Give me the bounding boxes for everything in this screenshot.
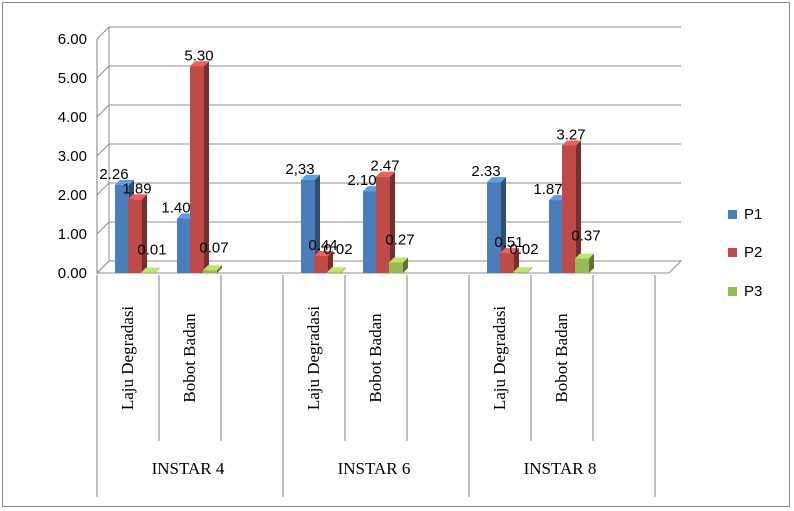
data-label-p2: 5.30 (184, 47, 213, 64)
data-label-p3: 0.07 (199, 239, 228, 256)
bar-side-p2 (576, 140, 581, 273)
data-label-p1: 1.40 (161, 199, 190, 216)
bar-p2 (314, 256, 328, 273)
category-label: Laju Degradasi (118, 306, 137, 411)
data-label-p1: 2.33 (471, 163, 500, 180)
category-label: Bobot Badan (552, 313, 571, 403)
y-tick-label: 0.00 (58, 265, 87, 282)
data-label-p2: 3.27 (556, 126, 585, 143)
bar-p2 (128, 199, 142, 273)
data-label-p1: 2,33 (285, 161, 314, 178)
gridline-depth (97, 66, 109, 78)
bar-p3 (575, 259, 589, 273)
gridline-depth (97, 222, 109, 234)
bar-p1 (549, 200, 563, 273)
data-label-p3: 0.37 (571, 228, 600, 245)
legend-swatch-p3 (728, 287, 737, 296)
legend-label-p2: P2 (744, 244, 762, 261)
group-label: INSTAR 4 (152, 459, 225, 478)
legend-swatch-p1 (728, 210, 737, 219)
legend-label-p3: P3 (744, 283, 762, 300)
data-label-p3: 0.02 (323, 241, 352, 258)
bar-p3 (203, 270, 217, 273)
y-tick-label: 1.00 (58, 226, 87, 243)
bar-p1 (363, 191, 377, 273)
bar-p3 (513, 272, 527, 273)
bar-p3 (141, 273, 155, 274)
y-tick-label: 5.00 (58, 70, 87, 87)
y-tick-label: 3.00 (58, 148, 87, 165)
gridline-depth (97, 183, 109, 195)
gridline-depth (97, 27, 109, 39)
y-tick-label: 6.00 (58, 31, 87, 48)
bar-p1 (301, 180, 315, 273)
gridline-depth (97, 144, 109, 156)
bar-p1 (487, 182, 501, 273)
bar-chart: 0.001.002.003.004.005.006.002.261.890.01… (3, 3, 791, 508)
data-label-p2: 2.47 (370, 158, 399, 175)
y-tick-label: 4.00 (58, 109, 87, 126)
data-label-p1: 1.87 (533, 181, 562, 198)
group-label: INSTAR 8 (524, 459, 597, 478)
bar-side-p2 (142, 194, 147, 273)
category-label: Bobot Badan (180, 313, 199, 403)
group-label: INSTAR 6 (338, 459, 411, 478)
bar-p2 (376, 177, 390, 273)
category-label: Bobot Badan (366, 313, 385, 403)
legend-label-p1: P1 (744, 206, 762, 223)
y-tick-label: 2.00 (58, 187, 87, 204)
bar-p3 (327, 272, 341, 273)
data-label-p2: 1.89 (122, 180, 151, 197)
category-label: Laju Degradasi (304, 306, 323, 411)
bar-p3 (389, 262, 403, 273)
bar-p1 (177, 218, 191, 273)
gridline-depth (97, 105, 109, 117)
bar-p2 (562, 145, 576, 273)
category-label: Laju Degradasi (490, 306, 509, 411)
data-label-p3: 0.02 (509, 241, 538, 258)
bar-p1 (115, 185, 129, 273)
data-label-p3: 0.01 (137, 242, 166, 259)
data-label-p3: 0.27 (385, 231, 414, 248)
legend-swatch-p2 (728, 248, 737, 257)
